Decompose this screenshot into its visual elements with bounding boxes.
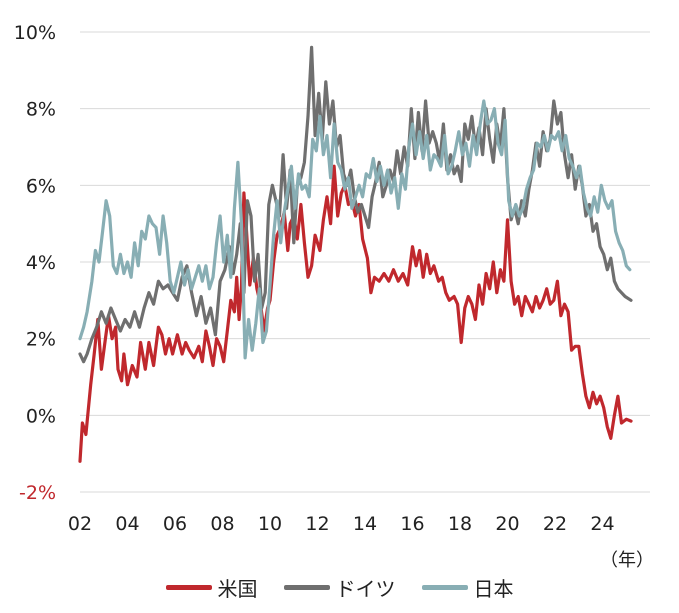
series-line-germany	[78, 45, 633, 364]
y-tick-label: 6%	[26, 175, 56, 197]
x-tick-label: 14	[353, 513, 377, 535]
x-axis-ticks: 02 04 06 08 10 12 14 16 18 20 22 24	[68, 513, 615, 535]
x-tick-label: 02	[68, 513, 92, 535]
x-axis-unit-label: （年）	[600, 550, 654, 571]
legend-label-japan: 日本	[473, 576, 514, 601]
y-tick-label: -2%	[19, 482, 56, 504]
legend-item-us: 米国	[165, 573, 258, 602]
legend-item-germany: ドイツ	[283, 573, 396, 602]
x-tick-label: 04	[115, 513, 139, 535]
legend-item-japan: 日本	[421, 573, 514, 602]
legend: 米国 ドイツ 日本	[0, 570, 679, 604]
legend-swatch-us	[165, 584, 212, 590]
x-tick-label: 24	[590, 513, 614, 535]
y-tick-label: 2%	[26, 329, 56, 351]
series-line-us	[78, 164, 633, 463]
x-tick-label: 06	[163, 513, 187, 535]
y-tick-label: 4%	[26, 252, 56, 274]
series-lines	[78, 45, 633, 463]
legend-label-germany: ドイツ	[335, 576, 396, 601]
x-tick-label: 10	[258, 513, 282, 535]
legend-label-us: 米国	[217, 576, 258, 601]
y-tick-label: 0%	[26, 405, 56, 427]
x-tick-label: 08	[210, 513, 234, 535]
x-tick-label: 20	[495, 513, 519, 535]
y-axis-ticks: 10% 8% 6% 4% 2% 0% -2%	[14, 22, 56, 504]
gridlines	[80, 31, 650, 493]
series-line-japan	[78, 99, 632, 360]
x-tick-label: 18	[448, 513, 472, 535]
x-tick-label: 22	[543, 513, 567, 535]
x-tick-label: 16	[400, 513, 424, 535]
x-tick-label: 12	[305, 513, 329, 535]
y-tick-label: 8%	[26, 99, 56, 121]
legend-swatch-japan	[421, 584, 468, 590]
legend-swatch-germany	[283, 584, 330, 590]
y-tick-label: 10%	[14, 22, 56, 44]
